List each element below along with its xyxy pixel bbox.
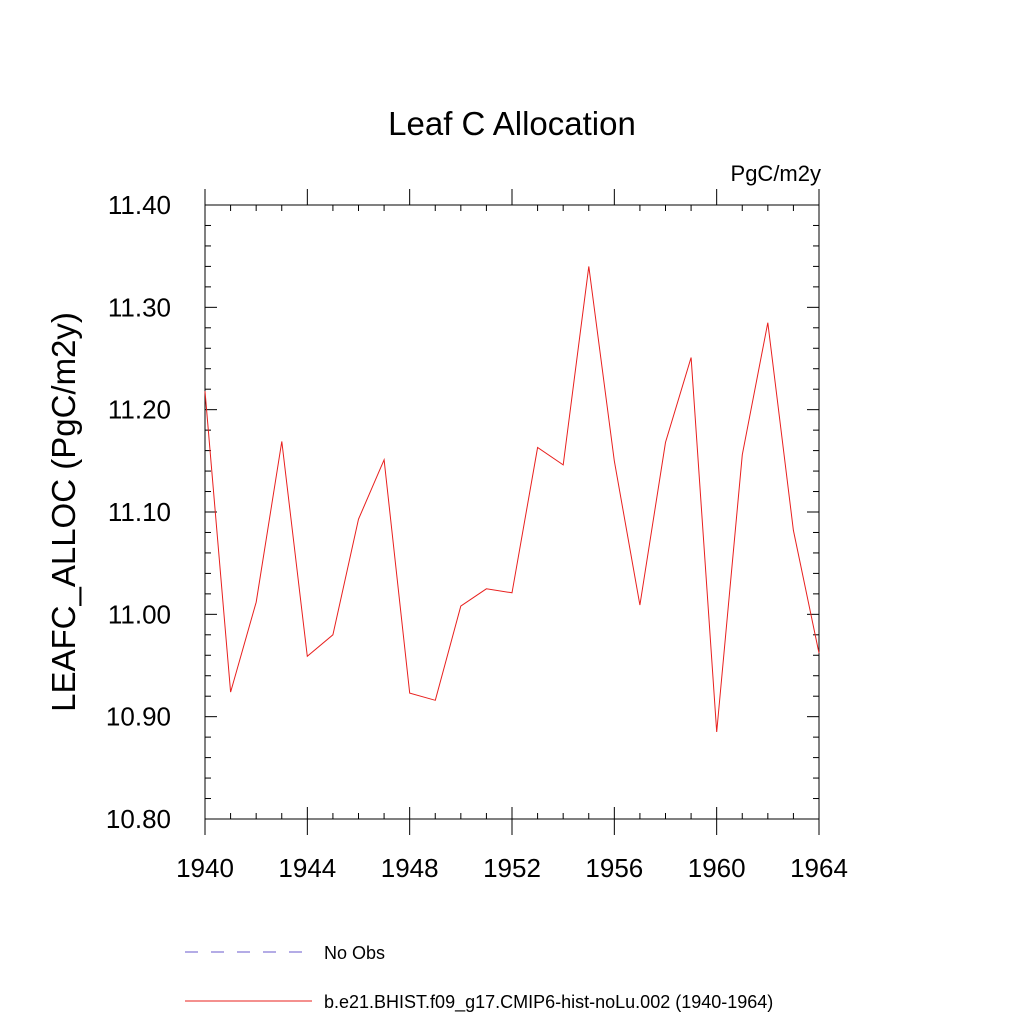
x-tick-label: 1940 xyxy=(176,853,234,883)
y-tick-label: 11.30 xyxy=(108,292,171,322)
legend-label: No Obs xyxy=(324,943,385,963)
x-tick-label: 1956 xyxy=(585,853,643,883)
units-label: PgC/m2y xyxy=(731,161,821,186)
y-tick-label: 10.80 xyxy=(106,804,171,834)
x-tick-label: 1964 xyxy=(790,853,848,883)
legend: No Obs b.e21.BHIST.f09_g17.CMIP6-hist-noL… xyxy=(185,943,773,1013)
y-tick-label: 11.10 xyxy=(108,497,171,527)
y-axis-label: LEAFC_ALLOC (PgC/m2y) xyxy=(45,312,82,712)
y-axis: 10.80 10.90 11.00 11.10 11.20 11.30 11.40 xyxy=(106,190,819,834)
y-tick-label: 11.20 xyxy=(108,395,171,425)
x-tick-label: 1944 xyxy=(278,853,336,883)
x-tick-label: 1952 xyxy=(483,853,541,883)
series-line xyxy=(204,266,820,733)
x-tick-label: 1948 xyxy=(381,853,439,883)
series-layer xyxy=(204,266,820,733)
legend-label: b.e21.BHIST.f09_g17.CMIP6-hist-noLu.002 … xyxy=(324,992,773,1013)
y-tick-label: 10.90 xyxy=(106,702,171,732)
y-tick-label: 11.40 xyxy=(108,190,171,220)
x-tick-label: 1960 xyxy=(688,853,746,883)
chart-title: Leaf C Allocation xyxy=(388,105,636,142)
y-tick-label: 11.00 xyxy=(108,599,171,629)
plot-frame xyxy=(204,204,820,820)
x-axis: 1940 1944 1948 1952 1956 1960 1964 xyxy=(176,189,848,883)
